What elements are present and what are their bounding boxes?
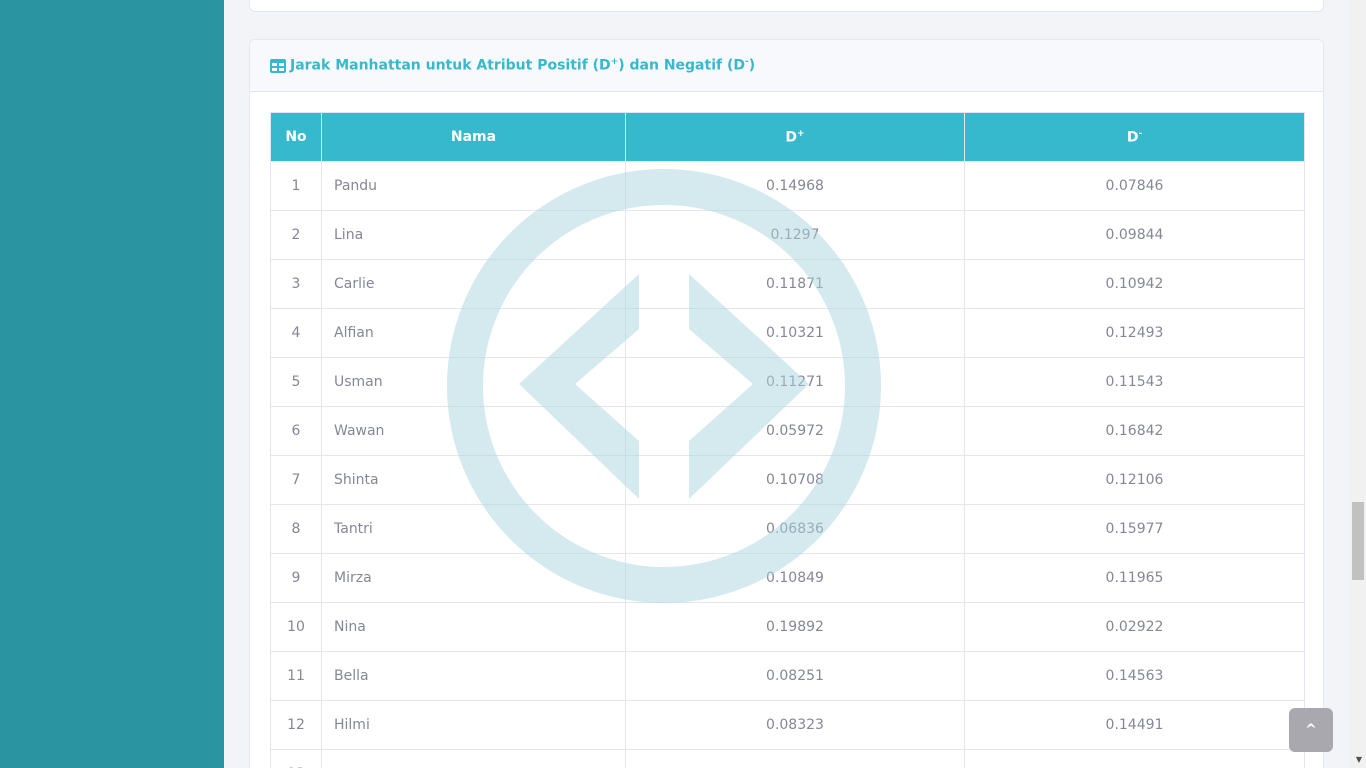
cell-no: 9 [270,553,322,603]
cell-dplus: 0.10708 [625,455,965,505]
cell-no: 13 [270,749,322,768]
cell-no: 4 [270,308,322,358]
cell-dminus: 0.10942 [964,259,1305,309]
sidebar [0,0,224,768]
cell-no: 10 [270,602,322,652]
table-row: 8 Tantri 0.06836 0.15977 [270,504,1305,554]
cell-nama: Usman [321,357,626,407]
cell-dminus: 0.16842 [964,406,1305,456]
table-row: 10 Nina 0.19892 0.02922 [270,602,1305,652]
cell-nama: Alfian [321,308,626,358]
card-title: Jarak Manhattan untuk Atribut Positif (D… [290,57,756,74]
cell-dplus: 0.11871 [625,259,965,309]
cell-dplus: 0.19892 [625,602,965,652]
cell-dminus: 0.02922 [964,602,1305,652]
cell-dminus: 0.07846 [964,161,1305,211]
cell-no: 2 [270,210,322,260]
cell-dminus: 0.12493 [964,308,1305,358]
scrollbar-thumb[interactable] [1352,502,1364,580]
table-row: 1 Pandu 0.14968 0.07846 [270,161,1305,211]
table-row: 3 Carlie 0.11871 0.10942 [270,259,1305,309]
cell-nama: Bella [321,651,626,701]
table-row: 5 Usman 0.11271 0.11543 [270,357,1305,407]
cell-nama: Shinta [321,455,626,505]
cell-no: 5 [270,357,322,407]
header-dminus: D- [964,112,1305,162]
cell-dplus: 0.10849 [625,553,965,603]
table-row: 13 [270,749,1305,768]
page-scrollbar[interactable]: ▼ [1350,0,1366,768]
cell-dplus: 0.11271 [625,357,965,407]
cell-nama: Carlie [321,259,626,309]
cell-dplus: 0.08251 [625,651,965,701]
cell-nama [321,749,626,768]
cell-nama: Wawan [321,406,626,456]
manhattan-distance-card: Jarak Manhattan untuk Atribut Positif (D… [249,39,1324,768]
card-header: Jarak Manhattan untuk Atribut Positif (D… [250,40,1323,92]
table-row: 6 Wawan 0.05972 0.16842 [270,406,1305,456]
table-icon [270,58,286,73]
cell-dminus: 0.14563 [964,651,1305,701]
cell-no: 6 [270,406,322,456]
cell-dplus: 0.06836 [625,504,965,554]
table-row: 7 Shinta 0.10708 0.12106 [270,455,1305,505]
cell-no: 11 [270,651,322,701]
cell-dminus: 0.14491 [964,700,1305,750]
cell-dplus: 0.1297 [625,210,965,260]
table-row: 2 Lina 0.1297 0.09844 [270,210,1305,260]
cell-nama: Mirza [321,553,626,603]
cell-dminus: 0.15977 [964,504,1305,554]
cell-dplus [625,749,965,768]
table-row: 4 Alfian 0.10321 0.12493 [270,308,1305,358]
cell-dminus: 0.11543 [964,357,1305,407]
cell-no: 3 [270,259,322,309]
previous-card [249,0,1324,12]
cell-nama: Tantri [321,504,626,554]
cell-nama: Pandu [321,161,626,211]
cell-nama: Lina [321,210,626,260]
distance-table: No Nama D+ D- 1 Pandu 0.14968 0.07846 2 Lina 0… [270,112,1305,768]
cell-no: 1 [270,161,322,211]
scroll-to-top-button[interactable]: ^ [1289,708,1333,752]
cell-dminus: 0.09844 [964,210,1305,260]
chevron-up-icon: ^ [1305,722,1317,738]
cell-dminus: 0.12106 [964,455,1305,505]
cell-dplus: 0.10321 [625,308,965,358]
table-row: 12 Hilmi 0.08323 0.14491 [270,700,1305,750]
header-no: No [270,112,322,162]
table-row: 9 Mirza 0.10849 0.11965 [270,553,1305,603]
scroll-down-arrow-icon[interactable]: ▼ [1355,755,1362,764]
cell-dminus: 0.11965 [964,553,1305,603]
cell-nama: Nina [321,602,626,652]
cell-dplus: 0.05972 [625,406,965,456]
cell-no: 7 [270,455,322,505]
cell-no: 8 [270,504,322,554]
cell-no: 12 [270,700,322,750]
cell-dminus [964,749,1305,768]
cell-nama: Hilmi [321,700,626,750]
header-nama: Nama [321,112,626,162]
header-dplus: D+ [625,112,965,162]
cell-dplus: 0.14968 [625,161,965,211]
table-row: 11 Bella 0.08251 0.14563 [270,651,1305,701]
cell-dplus: 0.08323 [625,700,965,750]
